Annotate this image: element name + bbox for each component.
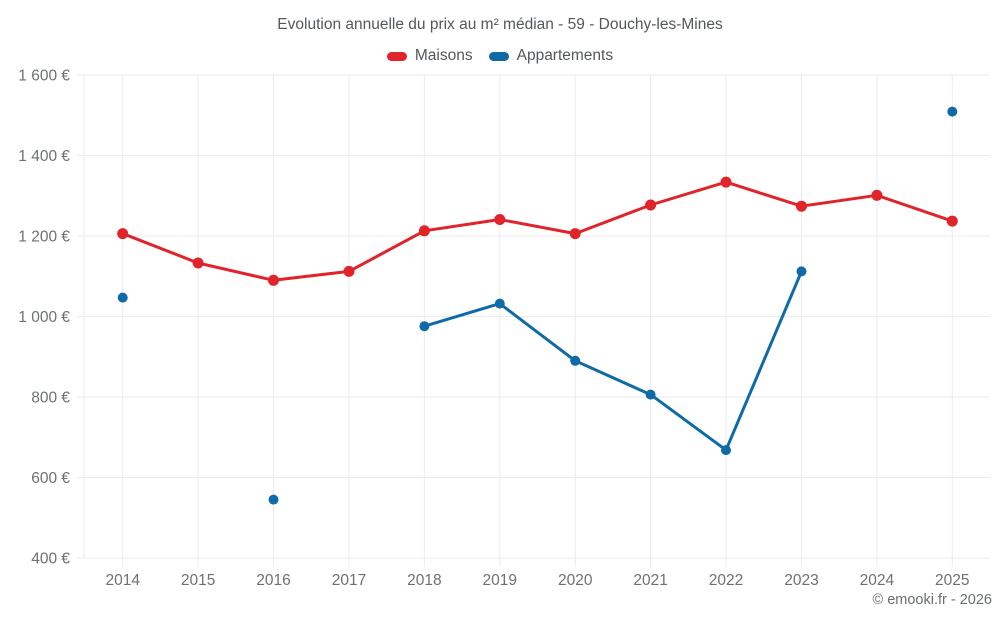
y-tick-label: 400 € xyxy=(31,551,70,568)
x-tick-label: 2017 xyxy=(332,572,366,589)
data-point-appartements-2022[interactable] xyxy=(721,445,731,456)
x-tick-label: 2018 xyxy=(407,572,441,589)
data-point-appartements-2021[interactable] xyxy=(645,389,656,400)
data-point-maisons-2015[interactable] xyxy=(192,257,204,269)
legend-swatch-maisons xyxy=(386,51,407,61)
y-tick-label: 1 600 € xyxy=(18,68,70,85)
data-point-maisons-2021[interactable] xyxy=(645,199,657,211)
x-tick-label: 2024 xyxy=(860,572,895,589)
legend-item-appartements[interactable]: Appartements xyxy=(488,47,614,65)
data-point-appartements-2019[interactable] xyxy=(494,298,505,309)
data-point-maisons-2016[interactable] xyxy=(268,274,279,286)
data-point-appartements-2020[interactable] xyxy=(570,355,581,366)
data-point-maisons-2018[interactable] xyxy=(418,225,430,237)
y-tick-label: 800 € xyxy=(31,390,70,407)
data-point-maisons-2024[interactable] xyxy=(871,189,883,201)
x-tick-label: 2022 xyxy=(709,572,743,589)
data-point-maisons-2023[interactable] xyxy=(796,200,807,212)
data-point-maisons-2025[interactable] xyxy=(946,215,958,227)
chart-legend: Maisons Appartements xyxy=(0,47,1000,65)
legend-label-maisons: Maisons xyxy=(414,47,473,64)
data-point-maisons-2014[interactable] xyxy=(117,228,129,240)
y-tick-label: 1 200 € xyxy=(18,229,70,246)
x-tick-label: 2025 xyxy=(935,572,969,589)
data-point-maisons-2022[interactable] xyxy=(720,176,732,188)
x-tick-label: 2023 xyxy=(784,572,818,589)
y-tick-label: 1 000 € xyxy=(18,309,70,326)
y-tick-label: 600 € xyxy=(31,470,70,487)
legend-swatch-appartements xyxy=(488,51,509,61)
data-point-appartements-2023[interactable] xyxy=(796,266,807,277)
data-point-maisons-2017[interactable] xyxy=(343,265,355,277)
data-point-appartements-2018[interactable] xyxy=(419,321,430,332)
data-point-appartements-2016[interactable] xyxy=(268,494,279,505)
x-tick-label: 2015 xyxy=(181,572,215,589)
x-tick-label: 2021 xyxy=(633,572,667,589)
x-tick-label: 2020 xyxy=(558,572,593,589)
series-line-maisons xyxy=(121,180,954,282)
copyright-attribution: © emooki.fr - 2026 xyxy=(872,592,992,608)
data-point-maisons-2019[interactable] xyxy=(494,214,506,225)
x-tick-label: 2019 xyxy=(483,572,517,589)
data-point-appartements-2014[interactable] xyxy=(117,292,128,303)
x-tick-label: 2016 xyxy=(256,572,290,589)
x-tick-label: 2014 xyxy=(105,572,140,589)
chart-title: Evolution annuelle du prix au m² médian … xyxy=(277,16,723,33)
legend-item-maisons[interactable]: Maisons xyxy=(386,47,473,65)
data-point-maisons-2020[interactable] xyxy=(569,228,581,240)
y-tick-label: 1 400 € xyxy=(18,148,70,165)
series-line-appartements xyxy=(422,269,803,452)
legend-label-appartements: Appartements xyxy=(516,47,614,64)
data-point-appartements-2025[interactable] xyxy=(947,106,958,117)
